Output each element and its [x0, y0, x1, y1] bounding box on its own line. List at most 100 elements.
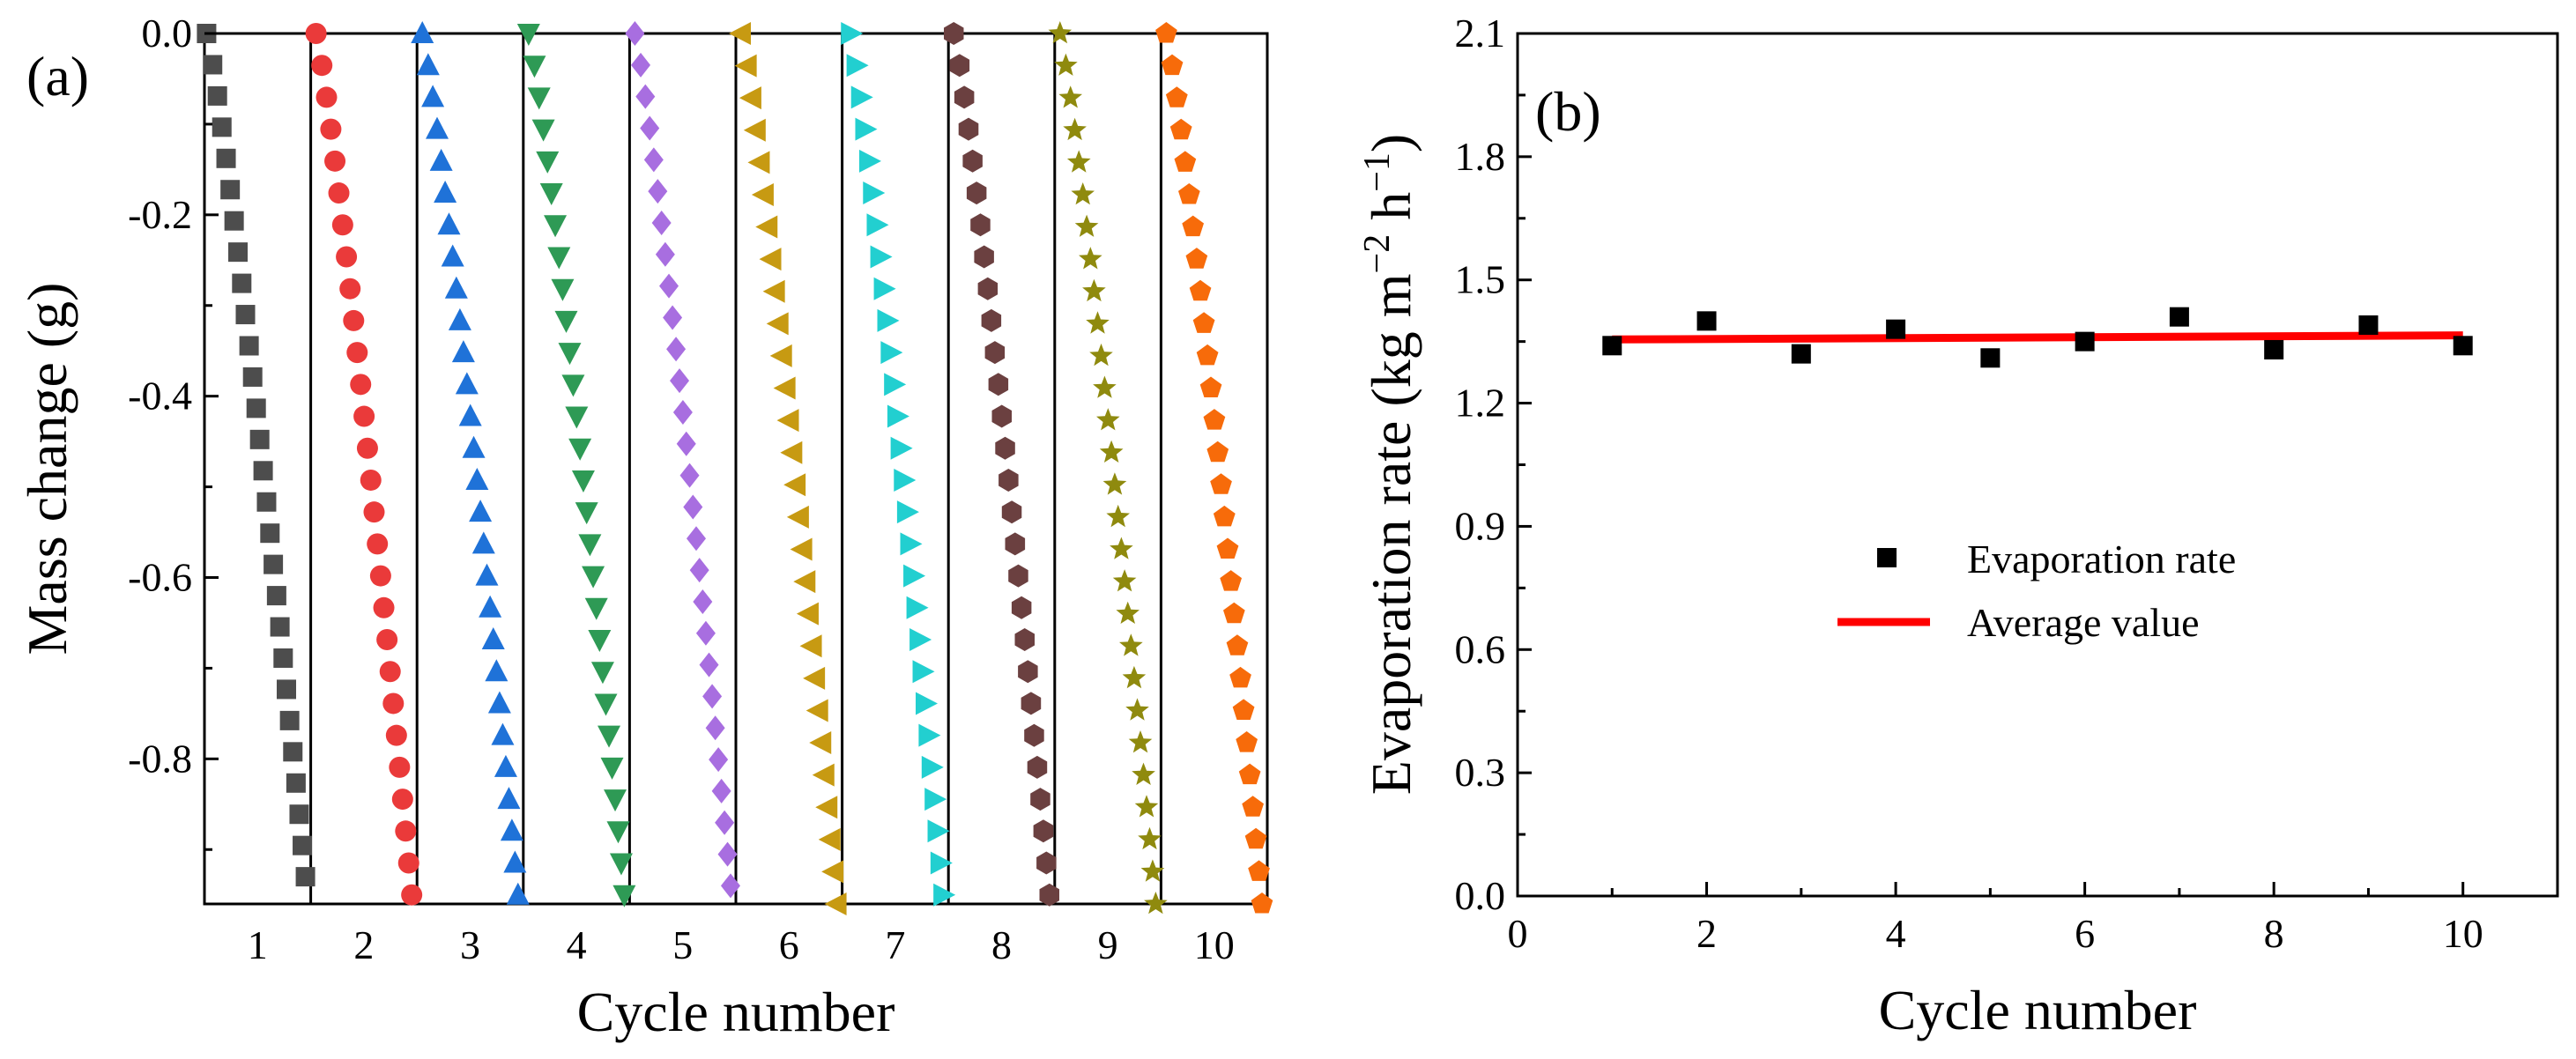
y-tick-label: 0.9 — [1455, 503, 1506, 548]
data-point — [1058, 85, 1082, 108]
data-point — [717, 841, 738, 867]
evaporation-rate-point — [2453, 336, 2473, 356]
data-point — [651, 210, 672, 235]
data-point — [880, 341, 903, 365]
y-tick-label: 0.6 — [1455, 626, 1506, 671]
y-tick-label: 0.0 — [1455, 873, 1506, 918]
panel-a-y-axis: 0.0 -0.2 -0.4 -0.6 -0.8 — [128, 11, 219, 851]
data-point — [896, 500, 919, 524]
evaporation-rate-point — [2264, 339, 2284, 359]
evaporation-rate-point — [1886, 319, 1906, 339]
cycle-label: 1 — [248, 922, 268, 967]
data-point — [220, 180, 241, 200]
data-point — [475, 563, 499, 586]
data-point — [606, 821, 630, 844]
data-point — [970, 213, 991, 237]
data-point — [909, 628, 932, 652]
cycle-dividers — [309, 33, 1162, 904]
data-point — [1223, 602, 1245, 624]
data-point — [465, 467, 489, 490]
data-point — [1189, 279, 1212, 301]
data-point — [1063, 117, 1087, 141]
y-tick-label: -0.6 — [128, 555, 192, 600]
data-point — [451, 340, 475, 363]
data-point — [998, 469, 1019, 492]
cycle-label: 5 — [672, 922, 693, 967]
data-point — [812, 763, 835, 787]
data-point — [1096, 408, 1120, 431]
data-point — [974, 245, 994, 269]
y-tick-label: 1.8 — [1455, 134, 1506, 179]
data-point — [487, 691, 511, 714]
data-point — [565, 406, 589, 429]
data-point — [924, 788, 947, 811]
data-point — [1119, 633, 1143, 656]
evaporation-rate-point — [1696, 311, 1717, 331]
data-point — [762, 279, 785, 303]
data-point — [780, 441, 803, 464]
data-point — [699, 652, 719, 678]
data-point — [600, 757, 624, 780]
data-point — [1192, 312, 1215, 333]
data-point — [786, 505, 809, 529]
x-tick-label: 10 — [2443, 911, 2483, 956]
data-point — [984, 341, 1006, 365]
data-point — [715, 810, 735, 835]
data-point — [578, 534, 602, 557]
data-point — [846, 54, 869, 78]
data-point — [884, 373, 907, 396]
data-point — [890, 436, 913, 460]
data-point — [389, 756, 411, 778]
data-point — [1011, 596, 1032, 619]
data-point — [293, 835, 313, 855]
data-point — [1203, 409, 1226, 430]
y-tick-label: 1.2 — [1455, 381, 1506, 426]
data-point — [604, 789, 627, 812]
data-point — [689, 558, 709, 583]
data-point — [1030, 788, 1050, 811]
data-point — [336, 246, 358, 268]
data-point — [395, 820, 417, 842]
data-point — [1132, 762, 1155, 785]
data-point — [1242, 796, 1264, 817]
cycle-label: 3 — [460, 922, 480, 967]
panel-a-y-axis-title: Mass change (g) — [16, 283, 78, 655]
data-point — [672, 399, 693, 425]
data-point — [803, 666, 826, 690]
data-point — [497, 787, 521, 810]
data-point — [918, 723, 941, 747]
data-point — [571, 470, 595, 492]
data-point — [479, 595, 502, 618]
data-point — [216, 148, 236, 168]
data-point — [1226, 634, 1249, 655]
data-point — [793, 570, 816, 594]
panel-a-cycle-labels: 1 2 3 4 5 6 7 8 9 10 — [248, 922, 1235, 967]
data-point — [663, 305, 683, 330]
data-point — [1033, 819, 1054, 843]
data-point — [873, 277, 896, 300]
data-point — [1236, 731, 1258, 752]
data-point — [1039, 883, 1059, 907]
data-point — [203, 55, 223, 75]
cycle-label: 8 — [991, 922, 1012, 967]
data-point — [328, 182, 350, 204]
data-point — [360, 469, 382, 491]
data-point — [320, 118, 342, 140]
data-point — [503, 850, 527, 873]
data-point — [695, 620, 716, 646]
data-point — [1086, 311, 1110, 334]
data-point — [469, 500, 493, 522]
data-point — [821, 860, 844, 884]
data-point — [376, 629, 398, 651]
data-point — [1229, 666, 1251, 688]
data-point — [1210, 473, 1232, 494]
x-tick-label: 0 — [1508, 911, 1528, 956]
data-point — [1138, 826, 1162, 850]
series-cycle-10 — [1155, 22, 1273, 914]
panel-a-x-axis-title: Cycle number — [577, 981, 895, 1043]
data-point — [421, 85, 445, 107]
data-point — [343, 309, 365, 331]
evaporation-rate-point — [1791, 344, 1811, 364]
data-point — [491, 722, 515, 745]
data-point — [850, 85, 873, 109]
